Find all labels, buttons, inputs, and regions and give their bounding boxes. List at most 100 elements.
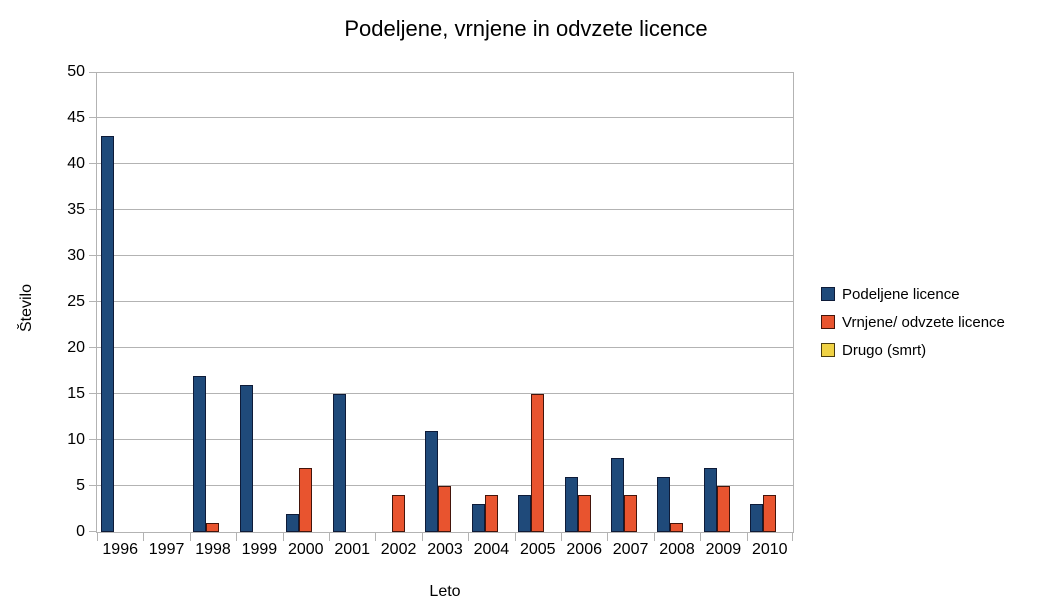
x-axis-tick	[792, 533, 793, 541]
gridline	[97, 439, 793, 440]
y-tick-label: 30	[67, 247, 85, 264]
x-axis-tick	[283, 533, 284, 541]
gridline	[97, 209, 793, 210]
y-axis-title: Število	[18, 283, 35, 333]
bar-podeljene-licence-1998	[193, 376, 207, 532]
bar-group-2000	[283, 72, 329, 532]
bar-group-1997	[143, 72, 189, 532]
y-tick-label: 15	[67, 385, 85, 402]
bar-vrnjene-odvzete-licence-2004	[484, 495, 498, 532]
x-axis-tick	[654, 533, 655, 541]
x-axis-tick	[561, 533, 562, 541]
x-axis-tick	[236, 533, 237, 541]
y-axis-tick	[89, 301, 97, 302]
bar-vrnjene-odvzete-licence-1998	[206, 523, 220, 532]
x-axis-tick	[143, 533, 144, 541]
y-axis-tick	[89, 531, 97, 532]
legend-label: Podeljene licence	[842, 285, 960, 303]
x-axis-tick	[747, 533, 748, 541]
bar-podeljene-licence-2010	[750, 504, 764, 532]
y-axis-tick	[89, 255, 97, 256]
gridline	[97, 485, 793, 486]
bar-podeljene-licence-2000	[286, 514, 300, 532]
y-tick-label: 10	[67, 431, 85, 448]
bar-podeljene-licence-2006	[564, 477, 578, 532]
gridline	[97, 117, 793, 118]
bar-group-2004	[468, 72, 514, 532]
x-tick-label: 2002	[380, 541, 417, 558]
bar-vrnjene-odvzete-licence-2000	[299, 468, 313, 532]
x-axis-tick	[700, 533, 701, 541]
bar-vrnjene-odvzete-licence-2007	[624, 495, 638, 532]
bar-podeljene-licence-2007	[611, 458, 625, 532]
bar-group-1996	[97, 72, 143, 532]
bar-podeljene-licence-2003	[425, 431, 439, 532]
y-axis-tick	[89, 117, 97, 118]
y-tick-label: 35	[67, 201, 85, 218]
x-tick-label: 2007	[612, 541, 649, 558]
x-tick-label: 2004	[473, 541, 510, 558]
x-axis-tick	[422, 533, 423, 541]
bar-vrnjene-odvzete-licence-2003	[438, 486, 452, 532]
gridline	[97, 301, 793, 302]
bar-vrnjene-odvzete-licence-2006	[577, 495, 591, 532]
bar-group-2009	[700, 72, 746, 532]
legend: Podeljene licence Vrnjene/ odvzete licenc…	[821, 280, 1005, 364]
x-tick-label: 2001	[334, 541, 370, 558]
y-tick-label: 40	[67, 155, 85, 172]
y-tick-label: 45	[67, 109, 85, 126]
x-axis-tick	[515, 533, 516, 541]
bar-vrnjene-odvzete-licence-2010	[763, 495, 777, 532]
bar-podeljene-licence-2008	[657, 477, 671, 532]
bar-group-2006	[561, 72, 607, 532]
y-axis-tick	[89, 163, 97, 164]
x-tick-label: 1999	[241, 541, 278, 558]
bar-group-2008	[654, 72, 700, 532]
x-tick-label: 1997	[148, 541, 185, 558]
x-axis-tick	[375, 533, 376, 541]
x-tick-label: 2008	[659, 541, 695, 558]
bar-group-2002	[375, 72, 421, 532]
bar-vrnjene-odvzete-licence-2009	[716, 486, 730, 532]
bar-group-2010	[747, 72, 793, 532]
bar-podeljene-licence-1999	[239, 385, 253, 532]
bar-group-2005	[515, 72, 561, 532]
bar-group-2001	[329, 72, 375, 532]
y-tick-label: 25	[67, 293, 85, 310]
x-axis-title: Leto	[429, 583, 461, 600]
x-axis-tick	[97, 533, 98, 541]
gridline	[97, 255, 793, 256]
legend-item-vrnjene-odvzete-licence: Vrnjene/ odvzete licence	[821, 308, 1005, 336]
x-axis-tick	[190, 533, 191, 541]
gridline	[97, 347, 793, 348]
x-tick-label: 1998	[195, 541, 231, 558]
y-axis-tick	[89, 439, 97, 440]
bar-group-2007	[607, 72, 653, 532]
x-tick-label: 2000	[287, 541, 324, 558]
bar-group-1998	[190, 72, 236, 532]
bar-podeljene-licence-2009	[703, 468, 717, 532]
x-axis-tick	[468, 533, 469, 541]
bar-group-2003	[422, 72, 468, 532]
gridline	[97, 163, 793, 164]
y-tick-label: 0	[76, 523, 85, 540]
bar-podeljene-licence-2001	[332, 394, 346, 532]
x-tick-label: 2009	[705, 541, 742, 558]
bar-podeljene-licence-2005	[518, 495, 532, 532]
bar-vrnjene-odvzete-licence-2008	[670, 523, 684, 532]
x-axis-tick	[607, 533, 608, 541]
bar-podeljene-licence-1996	[100, 136, 114, 532]
y-axis-tick	[89, 393, 97, 394]
y-axis-tick	[89, 485, 97, 486]
legend-item-podeljene-licence: Podeljene licence	[821, 280, 1005, 308]
bar-vrnjene-odvzete-licence-2002	[392, 495, 406, 532]
bar-podeljene-licence-2004	[471, 504, 485, 532]
y-axis-tick	[89, 209, 97, 210]
y-axis-tick	[89, 72, 97, 73]
x-tick-label: 2003	[427, 541, 463, 558]
bar-group-1999	[236, 72, 282, 532]
bar-vrnjene-odvzete-licence-2005	[531, 394, 545, 532]
legend-item-drugo-smrt: Drugo (smrt)	[821, 336, 1005, 364]
plot-area: 0 5 10 15 20 25 30 35 40 45 50 1996 1997 1998 1999 2000…	[67, 64, 794, 558]
